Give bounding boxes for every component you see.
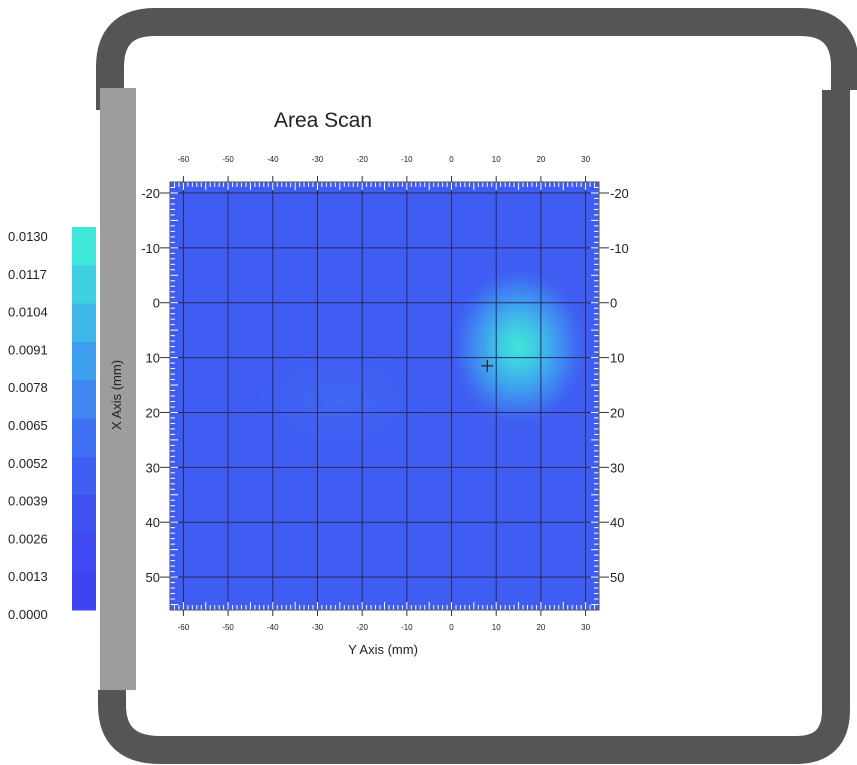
colorbar-segment-0 [72,227,96,266]
colorbar-label-5: 0.0065 [8,418,48,433]
y-tick-label-left-7: 50 [146,570,160,585]
colorbar-segment-6 [72,456,96,496]
x-tick-label-top-9: 30 [581,155,590,164]
x-tick-label-top-5: -10 [401,155,413,164]
colorbar-label-9: 0.0013 [8,569,48,584]
colorbar-segment-1 [72,265,96,305]
x-tick-label-bottom-5: -10 [401,623,413,632]
colorbar-label-6: 0.0052 [8,456,48,471]
x-tick-label-top-8: 20 [536,155,545,164]
y-tick-label-right-7: 50 [610,570,624,585]
y-tick-label-right-5: 30 [610,460,624,475]
colorbar-label-3: 0.0091 [8,342,48,357]
x-tick-label-bottom-2: -40 [267,623,279,632]
x-tick-label-bottom-9: 30 [581,623,590,632]
y-axis-label: X Axis (mm) [109,360,124,430]
colorbar-segment-7 [72,495,96,534]
x-tick-label-bottom-7: 10 [492,623,501,632]
colorbar-label-1: 0.0117 [8,267,47,282]
colorbar-label-0: 0.0130 [8,229,48,244]
colorbar-segment-4 [72,380,96,419]
frame-top-left [96,8,175,110]
x-tick-label-bottom-8: 20 [536,623,545,632]
frame-right-bottom [98,90,850,764]
y-tick-label-right-3: 10 [610,351,624,366]
y-tick-label-left-4: 20 [146,405,160,420]
plot-border [169,181,600,611]
y-tick-label-left-6: 40 [146,515,160,530]
colorbar-segment-9 [72,571,96,611]
colorbar-label-4: 0.0078 [8,380,48,395]
frame-side-bar [100,88,136,690]
x-tick-label-top-2: -40 [267,155,279,164]
colorbar-label-8: 0.0026 [8,531,48,546]
y-tick-label-right-1: -10 [610,241,629,256]
y-tick-label-right-4: 20 [610,405,624,420]
scan-marker-cross [481,359,494,372]
colorbar-segment-5 [72,418,96,458]
heatmap-faint-region [219,321,460,482]
y-tick-label-right-2: 0 [610,296,617,311]
chart-title: Area Scan [274,109,372,132]
y-tick-label-left-0: -20 [141,186,160,201]
x-tick-label-top-0: -60 [178,155,190,164]
x-tick-label-bottom-6: 0 [449,623,454,632]
y-tick-label-left-2: 0 [153,296,160,311]
colorbar-label-10: 0.0000 [8,607,48,622]
colorbar-label-2: 0.0104 [8,305,48,320]
x-axis-label: Y Axis (mm) [348,642,418,657]
x-tick-label-top-3: -30 [312,155,324,164]
colorbar-label-7: 0.0039 [8,494,48,509]
colorbar-segment-2 [72,303,96,343]
y-tick-label-right-0: -20 [610,186,629,201]
colorbar-segment-8 [72,533,96,573]
x-tick-label-top-6: 0 [449,155,454,164]
heatmap-hotspot [446,261,591,432]
x-tick-label-bottom-3: -30 [312,623,324,632]
y-tick-label-left-1: -10 [141,241,160,256]
x-tick-label-bottom-0: -60 [178,623,190,632]
colorbar: 0.0130 0.0117 0.0104 0.0091 0.0078 0.0065 0.00… [8,227,96,622]
x-tick-label-top-7: 10 [492,155,501,164]
frame-top [175,8,857,90]
x-tick-label-bottom-1: -50 [222,623,234,632]
x-tick-label-bottom-4: -20 [356,623,368,632]
y-tick-label-right-6: 40 [610,515,624,530]
colorbar-segment-3 [72,341,96,381]
minor-tick-rulers [169,181,600,611]
x-tick-label-top-1: -50 [222,155,234,164]
y-tick-label-left-5: 30 [146,460,160,475]
x-tick-label-top-4: -20 [356,155,368,164]
y-tick-label-left-3: 10 [146,351,160,366]
plot-area: -60 -60 -50 -50 -40 -40 -30 -30 -20 -20 -10 -10 0 0 10… [141,155,629,632]
